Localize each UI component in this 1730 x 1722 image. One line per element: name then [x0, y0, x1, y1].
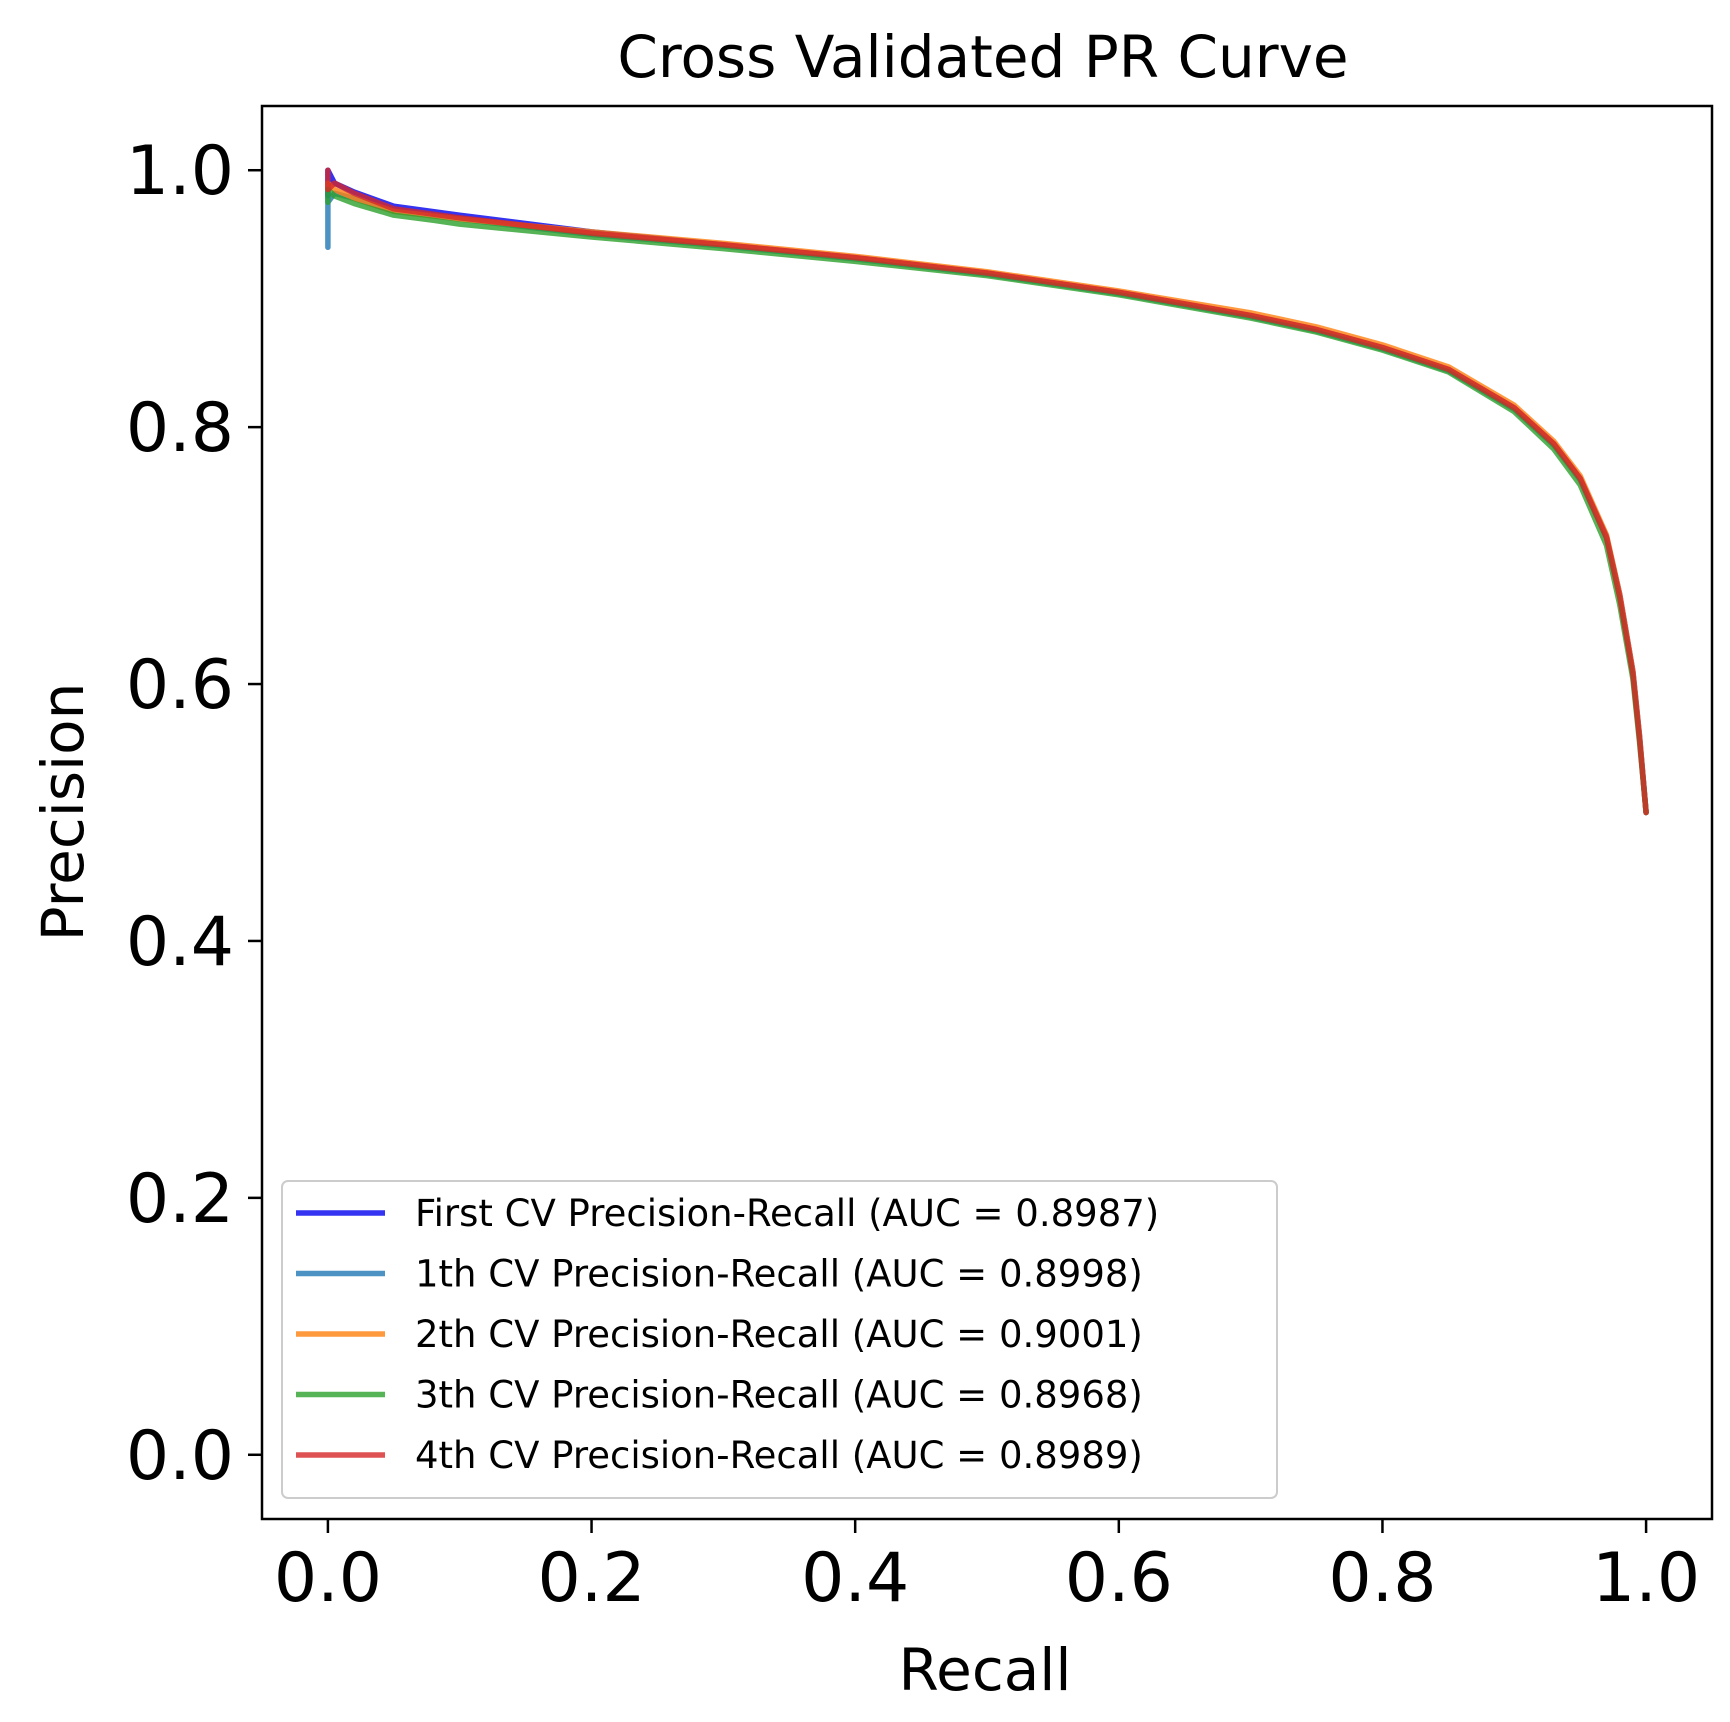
y-axis-label: Precision [29, 683, 97, 942]
x-tick-label: 1.0 [1592, 1539, 1700, 1618]
y-tick-label: 0.2 [126, 1160, 234, 1239]
x-tick-label: 0.4 [801, 1539, 909, 1618]
legend-label: 1th CV Precision-Recall (AUC = 0.8998) [415, 1253, 1143, 1296]
legend-label: 4th CV Precision-Recall (AUC = 0.8989) [415, 1434, 1143, 1477]
x-tick-label: 0.0 [274, 1539, 382, 1618]
x-tick-label: 0.8 [1328, 1539, 1436, 1618]
y-tick-label: 0.8 [126, 389, 234, 468]
x-axis-ticks: 0.0 0.2 0.4 0.6 0.8 1.0 [274, 1519, 1700, 1618]
legend-label: 2th CV Precision-Recall (AUC = 0.9001) [415, 1313, 1143, 1356]
series-line-5 [325, 167, 1649, 816]
y-tick-label: 0.0 [126, 1417, 234, 1496]
y-tick-label: 1.0 [126, 132, 234, 211]
y-tick-label: 0.6 [126, 646, 234, 725]
legend-box [281, 1180, 1278, 1499]
x-tick-label: 0.2 [537, 1539, 645, 1618]
chart-title: Cross Validated PR Curve [617, 23, 1348, 91]
legend: First CV Precision-Recall (AUC = 0.8987)… [281, 1180, 1278, 1499]
plot-lines [325, 167, 1649, 816]
x-axis-label: Recall [898, 1636, 1071, 1704]
legend-label: First CV Precision-Recall (AUC = 0.8987) [415, 1192, 1159, 1235]
y-tick-label: 0.4 [126, 903, 234, 982]
legend-label: 3th CV Precision-Recall (AUC = 0.8968) [415, 1374, 1143, 1417]
plot-frame [260, 104, 1714, 1521]
x-tick-label: 0.6 [1065, 1539, 1173, 1618]
y-axis-ticks: 0.0 0.2 0.4 0.6 0.8 1.0 [126, 132, 262, 1496]
